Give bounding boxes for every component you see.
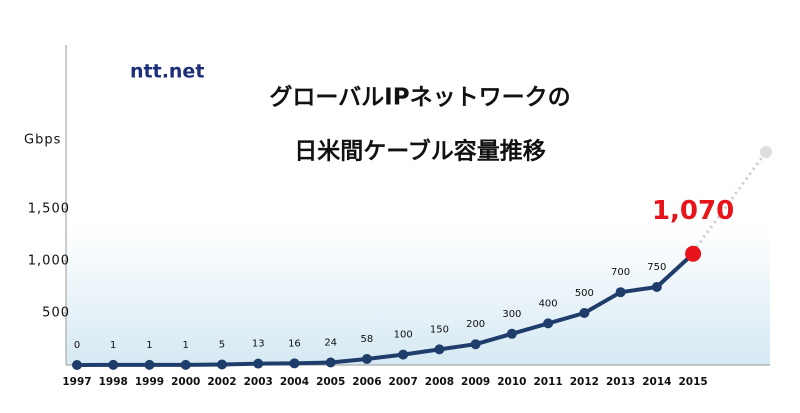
x-tick-label: 2011 [534, 376, 563, 388]
point [651, 282, 662, 292]
x-tick-label: 2008 [425, 376, 454, 388]
x-tick-label: 2000 [171, 376, 200, 388]
point [144, 359, 155, 370]
logo: ntt.net [130, 61, 204, 83]
point [615, 287, 626, 298]
y-tick-label: 500 [42, 306, 70, 321]
series-line [76, 252, 695, 367]
value-label: 750 [647, 262, 666, 273]
x-tick-label: 2015 [678, 376, 707, 388]
point [108, 359, 119, 370]
x-tick-label: 2004 [280, 376, 309, 388]
value-label: 500 [575, 288, 594, 299]
x-tick-label: 2009 [461, 376, 490, 388]
highlight-point [685, 245, 702, 262]
point [506, 328, 517, 339]
point [72, 360, 82, 370]
value-label: 16 [288, 338, 301, 349]
value-label: 58 [361, 334, 374, 345]
projection-point [760, 146, 772, 158]
value-label: 1 [183, 340, 189, 351]
value-label: 400 [539, 298, 558, 309]
value-label: 0 [74, 340, 80, 351]
value-label: 5 [219, 339, 225, 350]
x-tick-label: 2012 [570, 376, 599, 388]
chart-title: グローバルIPネットワークの [269, 84, 570, 111]
value-label: 1 [146, 340, 152, 351]
value-label: 300 [502, 309, 521, 320]
value-label: 1,070 [652, 196, 734, 226]
x-tick-label: 2007 [389, 376, 418, 388]
y-tick-label: 1,500 [28, 202, 70, 217]
x-tick-label: 1997 [62, 376, 91, 388]
point [180, 359, 191, 370]
point [543, 318, 554, 329]
point [325, 357, 336, 368]
point [579, 308, 590, 318]
x-tick-label: 2014 [642, 376, 671, 388]
x-tick-label: 2005 [316, 376, 345, 388]
x-tick-label: 2003 [244, 376, 273, 388]
value-label: 13 [252, 339, 265, 350]
x-tick-label: 1998 [99, 376, 128, 388]
value-label: 100 [394, 330, 413, 341]
point [253, 358, 264, 369]
x-tick-label: 2013 [606, 376, 635, 388]
y-axis-label: Gbps [24, 133, 61, 148]
point [289, 358, 300, 369]
projection-line [691, 151, 768, 253]
value-label: 24 [324, 338, 337, 349]
value-label: 700 [611, 267, 630, 278]
point [398, 349, 409, 360]
point [470, 339, 481, 350]
point [216, 359, 227, 370]
value-label: 1 [110, 340, 116, 351]
x-tick-label: 2010 [497, 376, 526, 388]
point [434, 344, 445, 355]
x-tick-label: 2006 [352, 376, 381, 388]
value-label: 150 [430, 324, 449, 335]
y-tick-label: 1,000 [28, 254, 70, 269]
chart-title: 日米間ケーブル容量推移 [294, 138, 546, 165]
x-tick-label: 2002 [207, 376, 236, 388]
point [361, 353, 372, 364]
x-tick-label: 1999 [135, 376, 164, 388]
value-label: 200 [466, 319, 485, 330]
plot-background [66, 225, 770, 365]
